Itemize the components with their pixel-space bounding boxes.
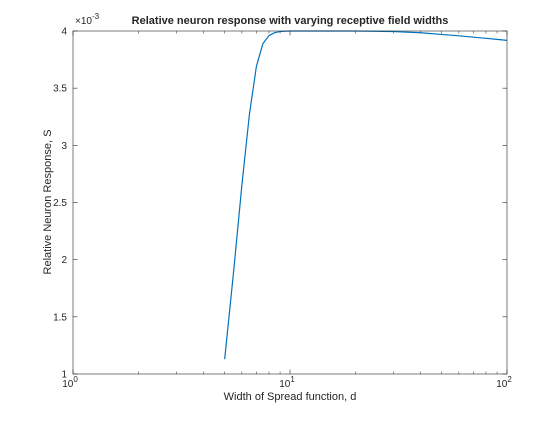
chart-title: Relative neuron response with varying re… [132,15,449,27]
y-axis-label: Relative Neuron Response, S [42,130,54,275]
y-tick-label: 1.5 [53,312,67,323]
y-tick-label: 2 [61,255,67,266]
x-tick-label: 101 [279,375,295,390]
plot-background [73,31,507,374]
y-tick-label: 3.5 [53,84,67,95]
y-multiplier-base: ×10 [75,16,92,27]
y-tick-label: 4 [61,27,67,38]
x-tick-label: 100 [62,375,78,390]
x-tick-label: 102 [496,375,512,390]
y-multiplier-exponent: -3 [92,12,100,21]
y-tick-label: 3 [61,141,67,152]
y-tick-label: 2.5 [53,198,67,209]
x-axis-label: Width of Spread function, d [224,391,357,403]
x-tick-label-exponent: 0 [73,375,78,384]
plot-frame [72,30,508,375]
y-tick-label: 1 [61,370,67,381]
x-tick-label-base: 10 [62,379,74,390]
x-tick-label-base: 10 [496,379,508,390]
x-tick-label-base: 10 [279,379,291,390]
x-tick-label-exponent: 2 [507,375,512,384]
y-multiplier: ×10-3 [75,12,100,27]
x-tick-label-exponent: 1 [290,375,295,384]
